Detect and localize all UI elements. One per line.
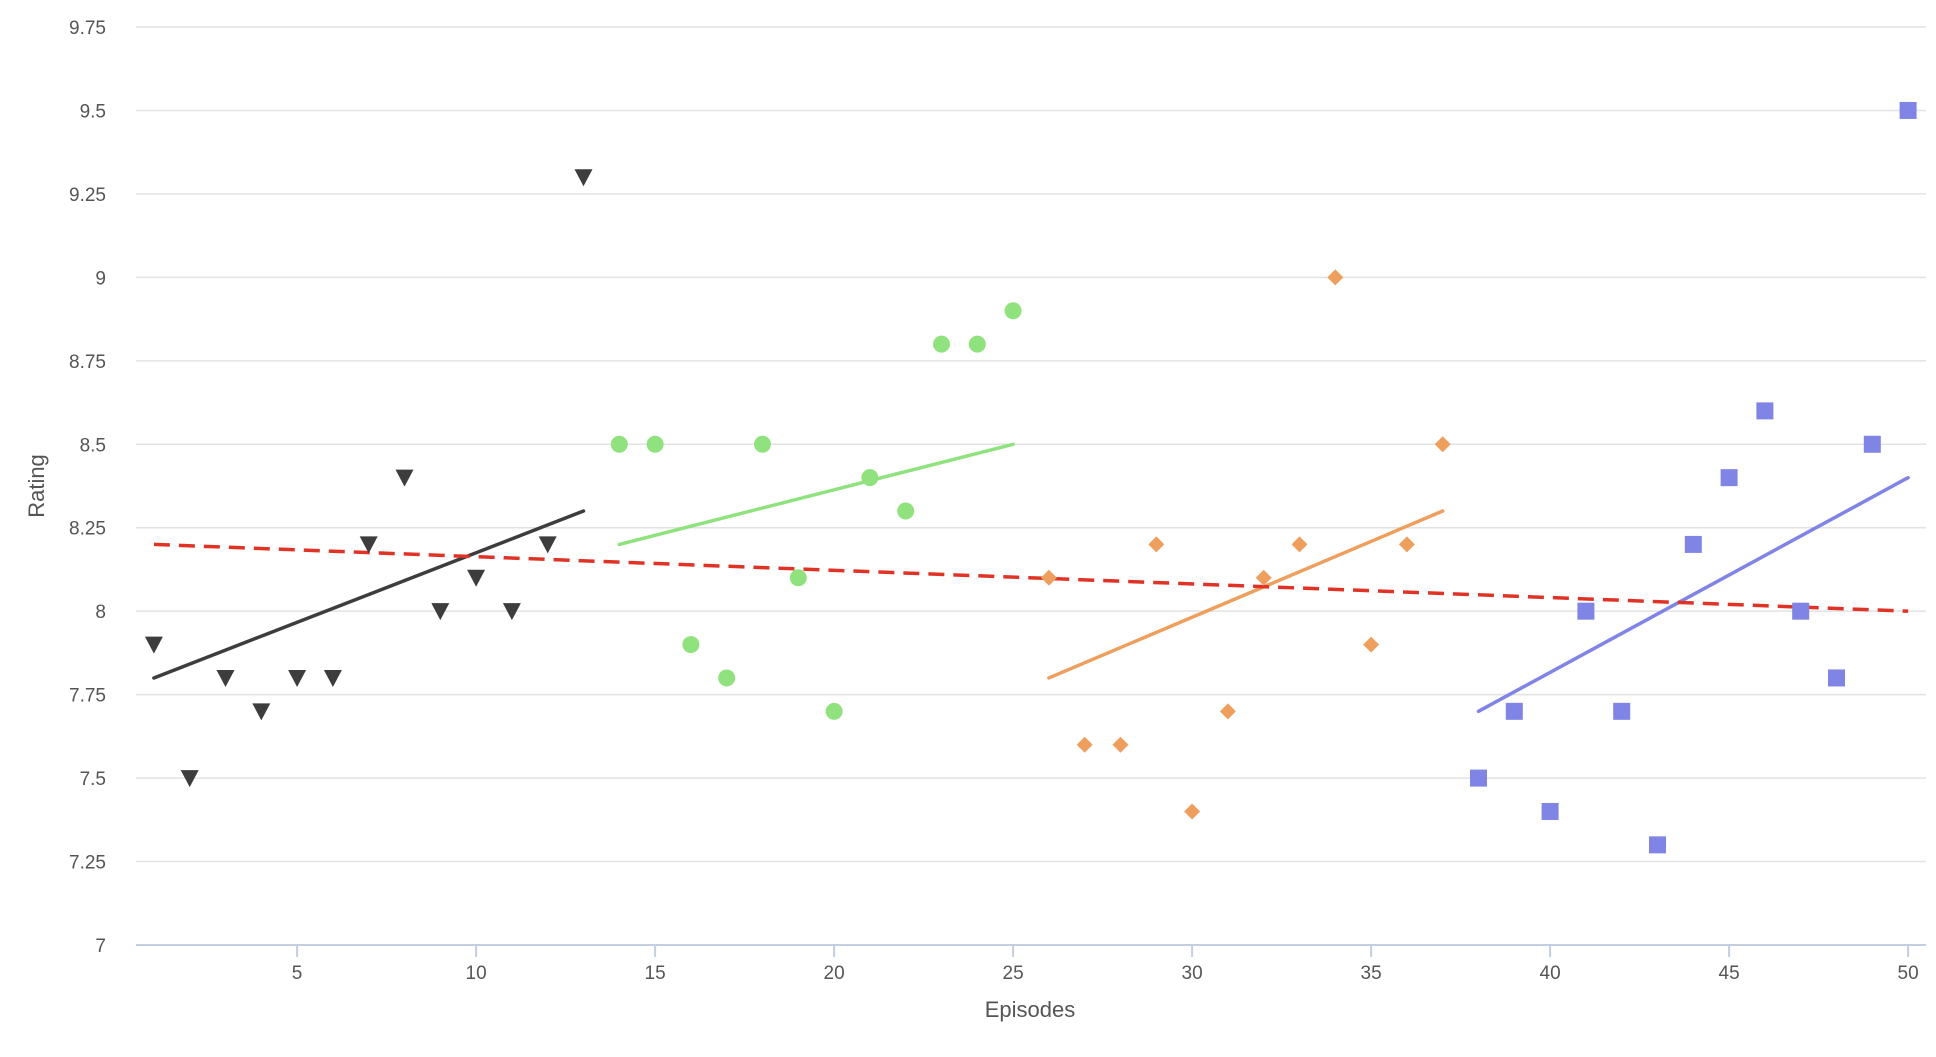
data-point-circle (754, 435, 771, 453)
data-point-square (1792, 602, 1810, 620)
x-tick-label: 40 (1540, 963, 1561, 984)
data-point-circle (610, 435, 628, 453)
series-trend-line (152, 509, 586, 680)
y-tick-label: 8.5 (80, 435, 106, 456)
data-point-diamond (1148, 536, 1165, 553)
data-point-square (1541, 802, 1559, 820)
y-tick-label: 7.75 (69, 686, 106, 707)
x-tick-label: 30 (1182, 963, 1203, 984)
x-tick-label: 5 (292, 963, 303, 984)
y-tick-label: 9.5 (80, 101, 106, 122)
data-point-diamond (1363, 636, 1380, 653)
x-tick-label: 50 (1898, 963, 1919, 984)
x-tick-label: 15 (645, 963, 666, 984)
x-tick-label: 35 (1361, 963, 1382, 984)
data-point-diamond (1040, 569, 1057, 586)
marker-layer (144, 101, 1917, 854)
data-point-square (1505, 702, 1523, 720)
axis-layer: 7 7.25 7.5 7.75 8 8.25 8.5 8.75 9 9.25 9.5 9.75 5 10 1… (69, 18, 1926, 984)
y-tick-label: 8.75 (69, 352, 106, 373)
data-point-square (1720, 469, 1738, 487)
y-tick-label: 7 (95, 936, 106, 957)
data-point-circle (718, 669, 736, 687)
data-point-square (1613, 702, 1631, 720)
data-point-triangle (395, 469, 414, 487)
data-point-square (1756, 402, 1774, 420)
data-point-diamond (1291, 536, 1308, 553)
y-tick-label: 7.5 (80, 769, 106, 790)
data-point-circle (861, 469, 879, 487)
data-point-circle (646, 435, 664, 453)
data-point-square (1577, 602, 1595, 620)
data-point-circle (825, 702, 843, 720)
data-point-triangle (502, 603, 521, 621)
y-axis-title: Rating (24, 454, 49, 518)
data-point-diamond (1255, 569, 1272, 586)
series-trend-line (1047, 509, 1445, 680)
data-point-circle (897, 502, 915, 520)
grid-layer (136, 26, 1926, 863)
data-point-square (1828, 669, 1845, 687)
data-point-triangle (574, 169, 593, 187)
data-point-triangle (252, 703, 271, 721)
data-point-diamond (1112, 736, 1129, 753)
overall-trend-line (153, 542, 1909, 613)
data-point-triangle (467, 569, 486, 587)
y-tick-label: 8 (95, 602, 106, 623)
data-point-triangle (538, 536, 557, 554)
data-point-circle (933, 335, 950, 353)
data-point-diamond (1184, 803, 1201, 820)
data-point-diamond (1076, 736, 1093, 753)
data-point-triangle (144, 636, 163, 654)
x-tick-label: 25 (1003, 963, 1024, 984)
x-axis-title: Episodes (985, 997, 1076, 1022)
series-trend-line (1476, 475, 1910, 714)
trend-layer (152, 442, 1910, 714)
data-point-triangle (180, 770, 199, 788)
data-point-square (1684, 535, 1702, 553)
data-point-triangle (431, 603, 450, 621)
data-point-triangle (359, 536, 378, 554)
data-point-square (1899, 101, 1917, 119)
y-tick-label: 9.75 (69, 18, 106, 39)
y-tick-label: 9.25 (69, 185, 106, 206)
x-tick-label: 45 (1719, 963, 1740, 984)
data-point-circle (1004, 302, 1022, 320)
x-tick-label: 20 (824, 963, 845, 984)
data-point-circle (789, 569, 807, 587)
y-tick-label: 9 (95, 268, 106, 289)
data-point-diamond (1219, 703, 1236, 720)
series-trend-line (617, 442, 1015, 547)
data-point-square (1649, 836, 1666, 854)
y-tick-label: 7.25 (69, 853, 106, 874)
y-tick-label: 8.25 (69, 519, 106, 540)
data-point-circle (968, 335, 986, 353)
data-point-triangle (216, 669, 235, 687)
data-point-square (1863, 435, 1881, 453)
data-point-triangle (323, 669, 342, 687)
data-point-diamond (1327, 269, 1344, 286)
data-point-diamond (1398, 536, 1415, 553)
data-point-square (1470, 769, 1487, 787)
data-point-triangle (288, 669, 307, 687)
x-tick-label: 10 (466, 963, 487, 984)
data-point-diamond (1434, 436, 1451, 453)
data-point-circle (682, 636, 700, 654)
